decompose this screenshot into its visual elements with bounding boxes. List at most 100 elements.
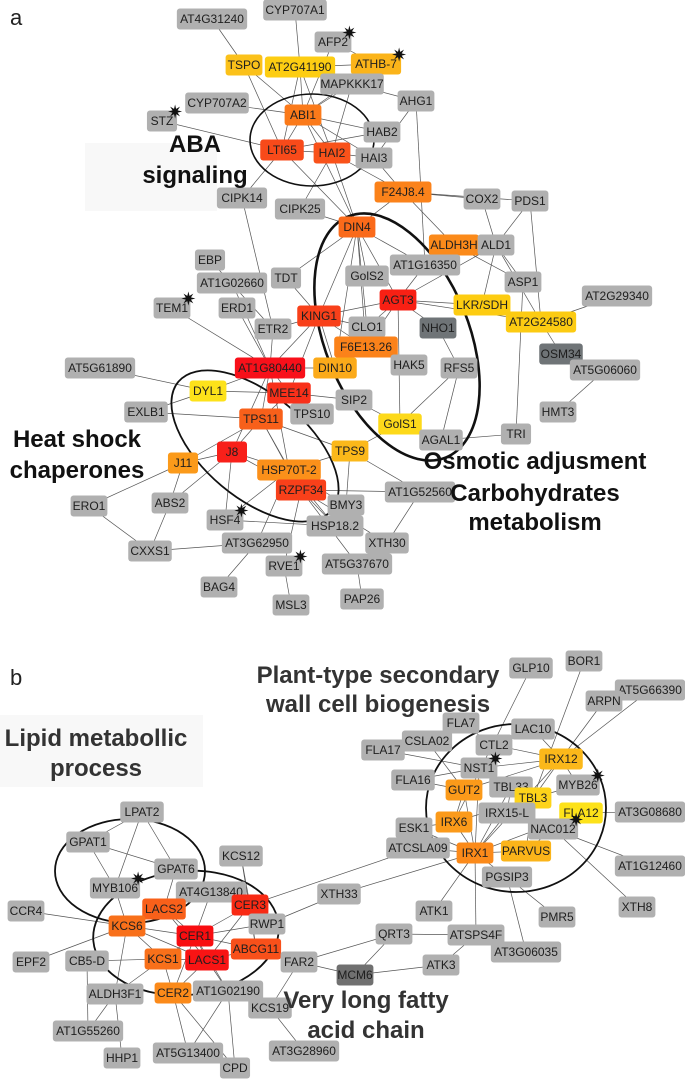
node-at5g61890[interactable]: AT5G61890 [64, 357, 136, 379]
node-pds1[interactable]: PDS1 [511, 190, 549, 212]
node-cb5-d[interactable]: CB5-D [65, 950, 109, 972]
node-mcm6[interactable]: MCM6 [336, 964, 374, 986]
node-pgsip3[interactable]: PGSIP3 [481, 866, 533, 888]
node-lti65[interactable]: LTI65 [260, 139, 304, 161]
node-cipk25[interactable]: CIPK25 [274, 198, 326, 220]
node-nst1[interactable]: NST1 [460, 751, 503, 779]
node-erd1[interactable]: ERD1 [218, 297, 256, 319]
node-hsp18-2[interactable]: HSP18.2 [306, 515, 364, 537]
node-nho1[interactable]: NHO1 [419, 317, 457, 339]
node-atsps4f[interactable]: ATSPS4F [447, 924, 505, 946]
node-rfs5[interactable]: RFS5 [440, 357, 478, 379]
node-stz[interactable]: STZ [146, 104, 183, 132]
node-ald1[interactable]: ALD1 [477, 234, 515, 256]
node-hsf4[interactable]: HSF4 [206, 503, 249, 531]
node-cer1[interactable]: CER1 [176, 925, 214, 947]
node-hai3[interactable]: HAI3 [355, 147, 393, 169]
node-lac10[interactable]: LAC10 [511, 718, 555, 740]
node-nac012[interactable]: NAC012 [527, 812, 584, 840]
node-qrt3[interactable]: QRT3 [375, 923, 413, 945]
node-irx15-l[interactable]: IRX15-L [478, 802, 536, 824]
node-at3g28960[interactable]: AT3G28960 [268, 1040, 340, 1062]
node-hsp70t-2[interactable]: HSP70T-2 [257, 459, 321, 481]
node-at1g52560[interactable]: AT1G52560 [384, 481, 456, 503]
node-fla17[interactable]: FLA17 [361, 739, 405, 761]
node-irx12[interactable]: IRX12 [539, 748, 583, 770]
node-bmy3[interactable]: BMY3 [327, 494, 365, 516]
node-bor1[interactable]: BOR1 [565, 650, 603, 672]
node-myb26[interactable]: MYB26 [556, 768, 605, 796]
node-at2g41190[interactable]: AT2G41190 [264, 56, 336, 78]
node-tri[interactable]: TRI [500, 423, 532, 445]
node-aldh3f1[interactable]: ALDH3F1 [86, 983, 144, 1005]
node-gut2[interactable]: GUT2 [445, 779, 483, 801]
node-epf2[interactable]: EPF2 [12, 951, 50, 973]
node-at4g31240[interactable]: AT4G31240 [176, 8, 248, 30]
node-ero1[interactable]: ERO1 [70, 495, 108, 517]
node-etr2[interactable]: ETR2 [254, 318, 292, 340]
node-at1g16350[interactable]: AT1G16350 [389, 254, 461, 276]
node-glp10[interactable]: GLP10 [509, 657, 553, 679]
node-hai2[interactable]: HAI2 [313, 142, 351, 164]
node-cpd[interactable]: CPD [219, 1057, 251, 1079]
node-clo1[interactable]: CLO1 [348, 316, 386, 338]
node-cox2[interactable]: COX2 [463, 188, 501, 210]
node-tps9[interactable]: TPS9 [331, 440, 369, 462]
node-gpat1[interactable]: GPAT1 [66, 831, 110, 853]
node-aldh3h[interactable]: ALDH3H [428, 234, 480, 256]
node-athb-7[interactable]: ATHB-7 [350, 47, 407, 75]
node-gols1[interactable]: GolS1 [378, 413, 422, 435]
node-tem1[interactable]: TEM1 [153, 291, 196, 319]
node-at3g62950[interactable]: AT3G62950 [221, 532, 293, 554]
node-afp2[interactable]: AFP2 [314, 25, 357, 53]
node-din4[interactable]: DIN4 [338, 216, 376, 238]
node-agal1[interactable]: AGAL1 [419, 429, 463, 451]
node-king1[interactable]: KING1 [297, 305, 341, 327]
node-tps11[interactable]: TPS11 [239, 408, 283, 430]
node-at1g12460[interactable]: AT1G12460 [614, 855, 685, 877]
node-gpat6[interactable]: GPAT6 [154, 858, 198, 880]
node-esk1[interactable]: ESK1 [395, 817, 433, 839]
node-abi1[interactable]: ABI1 [284, 104, 322, 126]
node-hhp1[interactable]: HHP1 [103, 1047, 141, 1069]
node-rwp1[interactable]: RWP1 [248, 913, 286, 935]
node-f6e13-26[interactable]: F6E13.26 [334, 336, 398, 358]
node-dyl1[interactable]: DYL1 [189, 380, 227, 402]
node-sip2[interactable]: SIP2 [335, 389, 373, 411]
node-fla12[interactable]: FLA12 [559, 802, 603, 824]
node-at5g66390[interactable]: AT5G66390 [614, 679, 685, 701]
node-at3g08680[interactable]: AT3G08680 [614, 801, 685, 823]
node-j11[interactable]: J11 [167, 452, 199, 474]
node-fla16[interactable]: FLA16 [391, 769, 435, 791]
node-rve1[interactable]: RVE1 [265, 549, 308, 577]
node-din10[interactable]: DIN10 [313, 357, 357, 379]
node-atk3[interactable]: ATK3 [422, 954, 460, 976]
node-tps10[interactable]: TPS10 [290, 403, 334, 425]
node-arpn[interactable]: ARPN [585, 690, 623, 712]
node-kcs1[interactable]: KCS1 [144, 948, 182, 970]
node-asp1[interactable]: ASP1 [504, 271, 542, 293]
node-xth33[interactable]: XTH33 [317, 883, 361, 905]
node-at1g02660[interactable]: AT1G02660 [196, 272, 268, 294]
node-tdt[interactable]: TDT [270, 267, 302, 289]
node-cer2[interactable]: CER2 [154, 982, 192, 1004]
node-at2g24580[interactable]: AT2G24580 [505, 311, 577, 333]
node-lkr-sdh[interactable]: LKR/SDH [453, 294, 511, 316]
node-far2[interactable]: FAR2 [280, 951, 318, 973]
node-abs2[interactable]: ABS2 [151, 492, 189, 514]
node-lacs2[interactable]: LACS2 [142, 898, 186, 920]
node-msl3[interactable]: MSL3 [272, 594, 310, 616]
node-at2g29340[interactable]: AT2G29340 [581, 285, 653, 307]
node-myb106[interactable]: MYB106 [89, 871, 146, 899]
node-kcs6[interactable]: KCS6 [108, 915, 146, 937]
node-rzpf34[interactable]: RZPF34 [275, 479, 327, 501]
node-irx1[interactable]: IRX1 [456, 842, 494, 864]
node-cyp707a1[interactable]: CYP707A1 [263, 0, 327, 21]
node-agt3[interactable]: AGT3 [379, 289, 417, 311]
node-lpat2[interactable]: LPAT2 [120, 801, 164, 823]
node-hak5[interactable]: HAK5 [390, 354, 428, 376]
node-abcg11[interactable]: ABCG11 [230, 938, 282, 960]
node-kcs19[interactable]: KCS19 [248, 997, 292, 1019]
node-irx6[interactable]: IRX6 [435, 811, 473, 833]
node-cipk14[interactable]: CIPK14 [216, 187, 268, 209]
